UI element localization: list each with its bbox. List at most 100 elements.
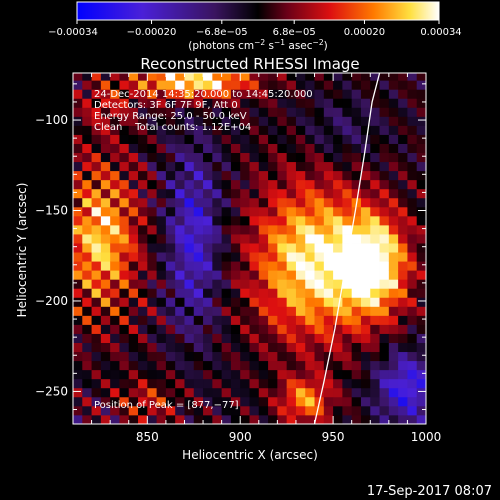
solar-limb-curve (313, 73, 381, 424)
heatmap-cell (73, 369, 83, 380)
heatmap-cell (360, 161, 371, 172)
heatmap-cell (184, 405, 195, 416)
heatmap-cell (230, 107, 241, 117)
heatmap-cell (82, 414, 92, 424)
heatmap-cell (82, 288, 92, 298)
heatmap-cell (295, 143, 306, 154)
heatmap-cell (184, 80, 195, 90)
heatmap-cell (286, 279, 297, 289)
heatmap-cell (268, 179, 278, 190)
heatmap-cell (258, 360, 269, 371)
heatmap-cell (351, 315, 362, 325)
heatmap-cell (314, 279, 325, 289)
heatmap-cell (110, 261, 120, 271)
heatmap-cell (138, 98, 148, 108)
heatmap-cell (370, 134, 380, 144)
heatmap-cell (184, 378, 195, 389)
heatmap-cell (175, 279, 185, 289)
heatmap-cell (305, 170, 315, 181)
heatmap-cell (249, 161, 260, 172)
heatmap-cell (398, 315, 408, 325)
heatmap-cell (360, 243, 371, 253)
heatmap-cell (221, 89, 232, 99)
heatmap-cell (268, 252, 278, 262)
heatmap-cell (258, 297, 269, 307)
heatmap-cell (175, 206, 185, 217)
heatmap-cell (314, 125, 325, 135)
heatmap-cell (110, 405, 120, 416)
heatmap-cell (212, 243, 223, 253)
x-tick-label: 900 (229, 430, 252, 444)
heatmap-cell (258, 107, 269, 117)
heatmap-cell (128, 206, 139, 217)
heatmap-cell (323, 152, 334, 163)
heatmap-cell (82, 297, 92, 307)
heatmap-cell (398, 161, 408, 172)
heatmap-cell (249, 297, 260, 307)
heatmap-cell (203, 387, 213, 398)
heatmap-cell (407, 179, 418, 190)
heatmap-cell (286, 378, 297, 389)
heatmap-cell (175, 414, 185, 424)
heatmap-cell (156, 125, 167, 135)
heatmap-cell (268, 396, 278, 407)
heatmap-cell (156, 270, 167, 280)
heatmap-cell (249, 179, 260, 190)
heatmap-cell (73, 414, 83, 424)
heatmap-cell (342, 270, 353, 280)
heatmap-cell (165, 360, 176, 371)
heatmap-cell (138, 297, 148, 307)
heatmap-cell (388, 369, 399, 380)
heatmap-cell (138, 333, 148, 343)
heatmap-cell (314, 170, 325, 181)
heatmap-cell (305, 369, 315, 380)
heatmap-cell (286, 387, 297, 398)
heatmap-cell (416, 80, 426, 90)
heatmap-cell (100, 279, 111, 289)
heatmap-cell (342, 224, 353, 235)
heatmap-cell (258, 279, 269, 289)
heatmap-cell (165, 107, 176, 117)
heatmap-cell (379, 73, 390, 81)
heatmap-cell (360, 324, 371, 334)
heatmap-cell (258, 188, 269, 199)
heatmap-cell (258, 116, 269, 126)
heatmap-cell (295, 270, 306, 280)
heatmap-cell (147, 98, 158, 108)
heatmap-cell (314, 73, 325, 81)
heatmap-cell (82, 360, 92, 371)
colorbar-tick-label: −6.8e−05 (196, 27, 248, 38)
heatmap-cell (342, 315, 353, 325)
heatmap-cell (407, 80, 418, 90)
heatmap-cell (110, 161, 120, 172)
heatmap-cell (351, 143, 362, 154)
heatmap-cell (147, 89, 158, 99)
heatmap-cell (203, 378, 213, 389)
heatmap-cell (240, 261, 250, 271)
heatmap-cell (230, 143, 241, 154)
heatmap-cell (370, 414, 380, 424)
heatmap-cell (73, 125, 83, 135)
heatmap-cell (286, 116, 297, 126)
heatmap-cell (286, 252, 297, 262)
heatmap-cell (73, 179, 83, 190)
heatmap-cell (230, 98, 241, 108)
heatmap-cell (184, 333, 195, 343)
heatmap-cell (351, 279, 362, 289)
heatmap-cell (305, 324, 315, 334)
heatmap-cell (128, 396, 139, 407)
heatmap-cell (249, 396, 260, 407)
heatmap-cell (91, 369, 102, 380)
heatmap-cell (100, 288, 111, 298)
heatmap-cell (305, 396, 315, 407)
heatmap-cell (240, 224, 250, 235)
heatmap-cell (258, 243, 269, 253)
heatmap-cell (203, 342, 213, 353)
heatmap-cell (416, 378, 426, 389)
heatmap-cell (351, 73, 362, 81)
heatmap-cell (110, 243, 120, 253)
heatmap-cell (370, 179, 380, 190)
heatmap-cell (138, 80, 148, 90)
heatmap-cell (119, 179, 130, 190)
heatmap-cell (342, 98, 353, 108)
